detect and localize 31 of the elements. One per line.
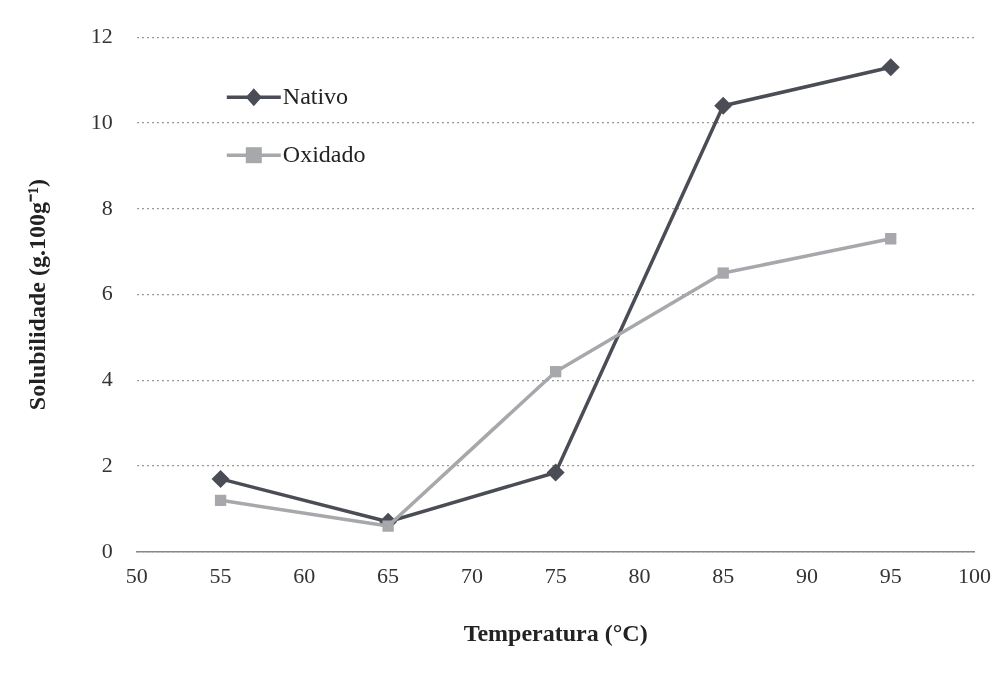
y-tick-label: 2	[101, 451, 113, 477]
x-tick-label: 70	[460, 562, 483, 588]
y-tick-label: 0	[101, 537, 113, 563]
point	[885, 233, 897, 245]
point	[549, 366, 562, 378]
x-tick-label: 95	[879, 562, 902, 588]
y-tick-label: 4	[101, 366, 113, 392]
y-tick-label: 10	[90, 108, 113, 134]
legend-label: Oxidado	[282, 141, 366, 168]
y-tick-label: 12	[90, 22, 113, 48]
x-tick-label: 60	[293, 562, 316, 588]
x-tick-label: 50	[125, 562, 148, 588]
y-axis-title: Solubilidade (g.100g⁻¹)	[23, 178, 50, 411]
y-tick-label: 6	[101, 280, 113, 306]
x-tick-label: 90	[795, 562, 818, 588]
point	[881, 58, 900, 77]
x-axis-title: Temperatura (°C)	[463, 619, 648, 646]
x-tick-label: 65	[377, 562, 400, 588]
point	[214, 494, 227, 506]
x-tick-label: 75	[544, 562, 567, 588]
point	[714, 96, 733, 115]
x-tick-label: 85	[712, 562, 735, 588]
point	[382, 520, 394, 532]
point	[717, 267, 729, 279]
point	[546, 463, 565, 482]
x-tick-label: 100	[958, 562, 991, 588]
x-tick-label: 55	[209, 562, 232, 588]
x-tick-label: 80	[628, 562, 651, 588]
point	[211, 469, 230, 488]
legend-label: Nativo	[282, 83, 349, 110]
y-tick-label: 8	[101, 194, 113, 220]
